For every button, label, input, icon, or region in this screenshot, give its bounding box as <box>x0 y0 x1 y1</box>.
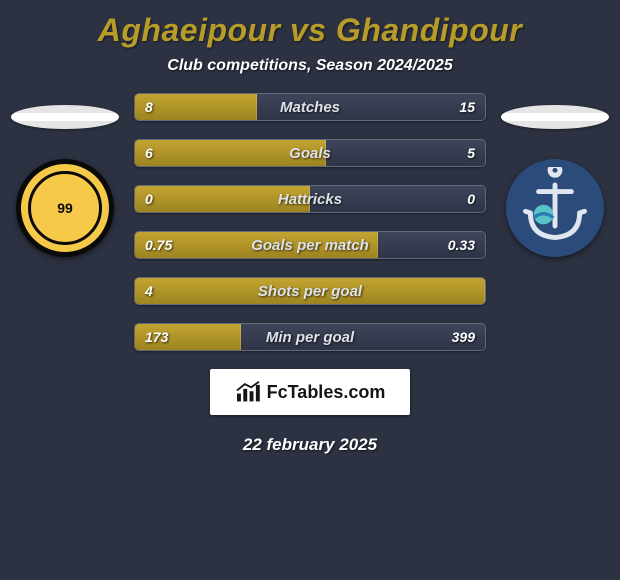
right-flag <box>501 105 609 129</box>
stat-row: Min per goal173399 <box>134 323 486 351</box>
stat-row: Shots per goal4 <box>134 277 486 305</box>
stat-bar-left <box>135 94 257 120</box>
stat-bar-right <box>326 140 485 166</box>
anchor-icon <box>514 167 596 249</box>
date-label: 22 february 2025 <box>0 435 620 455</box>
stat-row: Hattricks00 <box>134 185 486 213</box>
stat-bar-left <box>135 186 310 212</box>
stat-bar-left <box>135 324 241 350</box>
branding-badge: FcTables.com <box>210 369 410 415</box>
stat-bar-right <box>310 186 485 212</box>
chart-icon <box>235 381 261 403</box>
stat-bar-right <box>241 324 485 350</box>
stat-row: Matches815 <box>134 93 486 121</box>
left-player-col: 99 <box>10 93 120 257</box>
right-player-col <box>500 93 610 257</box>
left-flag <box>11 105 119 129</box>
main-row: 99 Matches815 Goals65 Hattricks00 Goals per… <box>0 93 620 351</box>
stat-row: Goals65 <box>134 139 486 167</box>
stat-row: Goals per match0.750.33 <box>134 231 486 259</box>
stat-bar-right <box>378 232 485 258</box>
stat-bar-right <box>257 94 485 120</box>
branding-text: FcTables.com <box>267 382 386 403</box>
stat-bar-left <box>135 278 485 304</box>
subtitle: Club competitions, Season 2024/2025 <box>0 57 620 93</box>
page-title: Aghaeipour vs Ghandipour <box>0 8 620 57</box>
comparison-card: Aghaeipour vs Ghandipour Club competitio… <box>0 0 620 455</box>
stat-bar-left <box>135 232 378 258</box>
left-crest-inner: 99 <box>28 171 102 245</box>
right-club-crest <box>506 159 604 257</box>
stat-bar-left <box>135 140 326 166</box>
stat-bars: Matches815 Goals65 Hattricks00 Goals per ma… <box>134 93 486 351</box>
left-club-crest: 99 <box>16 159 114 257</box>
